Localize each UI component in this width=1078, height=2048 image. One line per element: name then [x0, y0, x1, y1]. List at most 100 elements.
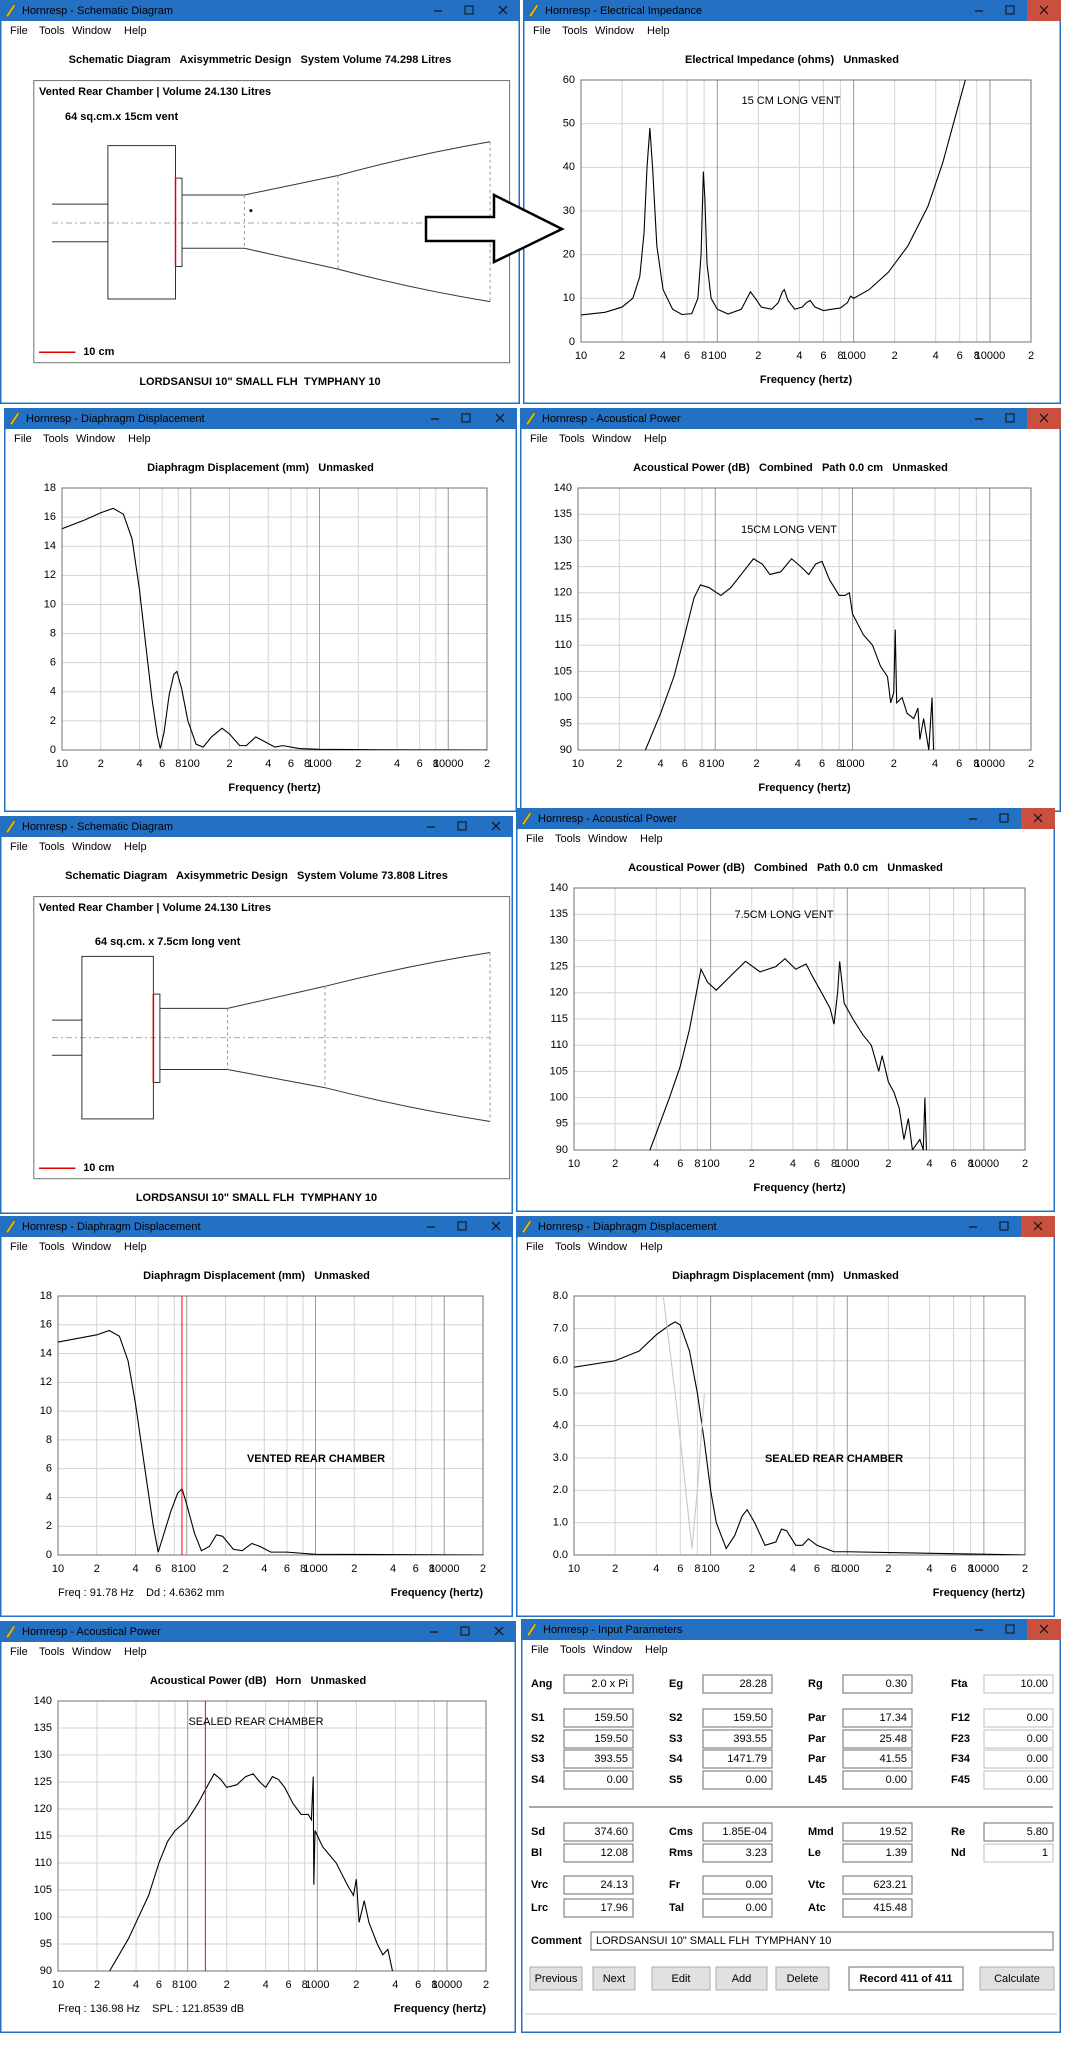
param-field[interactable] — [842, 1770, 913, 1790]
menu-item[interactable]: File — [10, 1241, 28, 1253]
param-field[interactable] — [983, 1729, 1054, 1749]
maximize-button[interactable] — [461, 413, 471, 423]
close-icon[interactable] — [498, 5, 508, 15]
button[interactable] — [775, 1966, 830, 1991]
param-field[interactable] — [702, 1770, 773, 1790]
maximize-button[interactable] — [457, 821, 467, 831]
button[interactable] — [529, 1966, 583, 1991]
comment-field[interactable] — [590, 1931, 1054, 1951]
menu-item[interactable]: Tools — [555, 833, 581, 845]
param-field[interactable] — [563, 1822, 634, 1842]
menu-item[interactable]: Tools — [39, 1646, 65, 1658]
param-field[interactable] — [563, 1770, 634, 1790]
menu-item[interactable]: Tools — [559, 433, 585, 445]
menu-item[interactable]: File — [10, 1646, 28, 1658]
menu-item[interactable]: Help — [640, 833, 663, 845]
param-field[interactable] — [842, 1674, 913, 1694]
y-tick-label: 16 — [44, 511, 56, 523]
param-field[interactable] — [563, 1674, 634, 1694]
menu-item[interactable]: Help — [124, 841, 147, 853]
menu-item[interactable]: Window — [593, 1644, 632, 1656]
close-icon[interactable] — [491, 821, 501, 831]
menu-item[interactable]: File — [526, 1241, 544, 1253]
menu-item[interactable]: Tools — [562, 25, 588, 37]
x-tick-label: 4 — [132, 1563, 138, 1575]
close-icon[interactable] — [491, 1221, 501, 1231]
param-field[interactable] — [702, 1843, 773, 1863]
param-field[interactable] — [702, 1749, 773, 1769]
param-field[interactable] — [983, 1770, 1054, 1790]
menu-item[interactable]: Window — [588, 833, 627, 845]
param-field[interactable] — [842, 1898, 913, 1918]
menu-item[interactable]: Tools — [39, 25, 65, 37]
menu-item[interactable]: Tools — [43, 433, 69, 445]
maximize-button[interactable] — [999, 1221, 1009, 1231]
param-field[interactable] — [563, 1729, 634, 1749]
menu-item[interactable]: Help — [124, 25, 147, 37]
y-tick-label: 18 — [40, 1290, 52, 1302]
param-field[interactable] — [842, 1729, 913, 1749]
param-field[interactable] — [842, 1822, 913, 1842]
param-field[interactable] — [842, 1749, 913, 1769]
menu-item[interactable]: Window — [72, 25, 111, 37]
param-field[interactable] — [983, 1749, 1054, 1769]
param-field[interactable] — [983, 1708, 1054, 1728]
param-field[interactable] — [563, 1898, 634, 1918]
menu-item[interactable]: Tools — [560, 1644, 586, 1656]
menu-item[interactable]: Window — [76, 433, 115, 445]
menu-item[interactable]: File — [10, 841, 28, 853]
maximize-button[interactable] — [1005, 1624, 1015, 1634]
menu-item[interactable]: Help — [644, 433, 667, 445]
param-field[interactable] — [842, 1843, 913, 1863]
maximize-button[interactable] — [464, 5, 474, 15]
param-field[interactable] — [702, 1708, 773, 1728]
menu-item[interactable]: Window — [592, 433, 631, 445]
menu-item[interactable]: Window — [72, 1646, 111, 1658]
menu-item[interactable]: File — [10, 25, 28, 37]
menu-item[interactable]: File — [526, 833, 544, 845]
menu-item[interactable]: Help — [124, 1241, 147, 1253]
param-label: F34 — [951, 1753, 971, 1765]
menu-item[interactable]: Window — [72, 1241, 111, 1253]
menu-item[interactable]: Help — [645, 1644, 668, 1656]
maximize-button[interactable] — [460, 1626, 470, 1636]
param-field[interactable] — [563, 1875, 634, 1895]
menu-item[interactable]: File — [14, 433, 32, 445]
menu-item[interactable]: Tools — [555, 1241, 581, 1253]
param-field[interactable] — [563, 1708, 634, 1728]
param-field[interactable] — [983, 1822, 1054, 1842]
menu-item[interactable]: Help — [640, 1241, 663, 1253]
param-field[interactable] — [702, 1875, 773, 1895]
menu-item[interactable]: Help — [647, 25, 670, 37]
menu-item[interactable]: Window — [595, 25, 634, 37]
param-field[interactable] — [702, 1674, 773, 1694]
menu-item[interactable]: File — [531, 1644, 549, 1656]
param-field[interactable] — [983, 1674, 1054, 1694]
maximize-button[interactable] — [457, 1221, 467, 1231]
param-field[interactable] — [842, 1875, 913, 1895]
menu-item[interactable]: Help — [128, 433, 151, 445]
param-field[interactable] — [702, 1822, 773, 1842]
button[interactable] — [715, 1966, 768, 1991]
maximize-button[interactable] — [1005, 5, 1015, 15]
record-text: Record 411 of 411 — [860, 1973, 953, 1985]
menu-item[interactable]: File — [533, 25, 551, 37]
param-field[interactable] — [983, 1843, 1054, 1863]
menu-item[interactable]: Help — [124, 1646, 147, 1658]
maximize-button[interactable] — [999, 813, 1009, 823]
menu-item[interactable]: Window — [72, 841, 111, 853]
button[interactable] — [979, 1966, 1055, 1991]
param-field[interactable] — [702, 1729, 773, 1749]
menu-item[interactable]: Window — [588, 1241, 627, 1253]
param-field[interactable] — [702, 1898, 773, 1918]
menu-item[interactable]: Tools — [39, 841, 65, 853]
menu-item[interactable]: File — [530, 433, 548, 445]
param-field[interactable] — [563, 1843, 634, 1863]
maximize-button[interactable] — [1005, 413, 1015, 423]
param-field[interactable] — [563, 1749, 634, 1769]
menu-item[interactable]: Tools — [39, 1241, 65, 1253]
param-label: S2 — [531, 1733, 544, 1745]
close-icon[interactable] — [495, 413, 505, 423]
close-icon[interactable] — [494, 1626, 504, 1636]
param-field[interactable] — [842, 1708, 913, 1728]
